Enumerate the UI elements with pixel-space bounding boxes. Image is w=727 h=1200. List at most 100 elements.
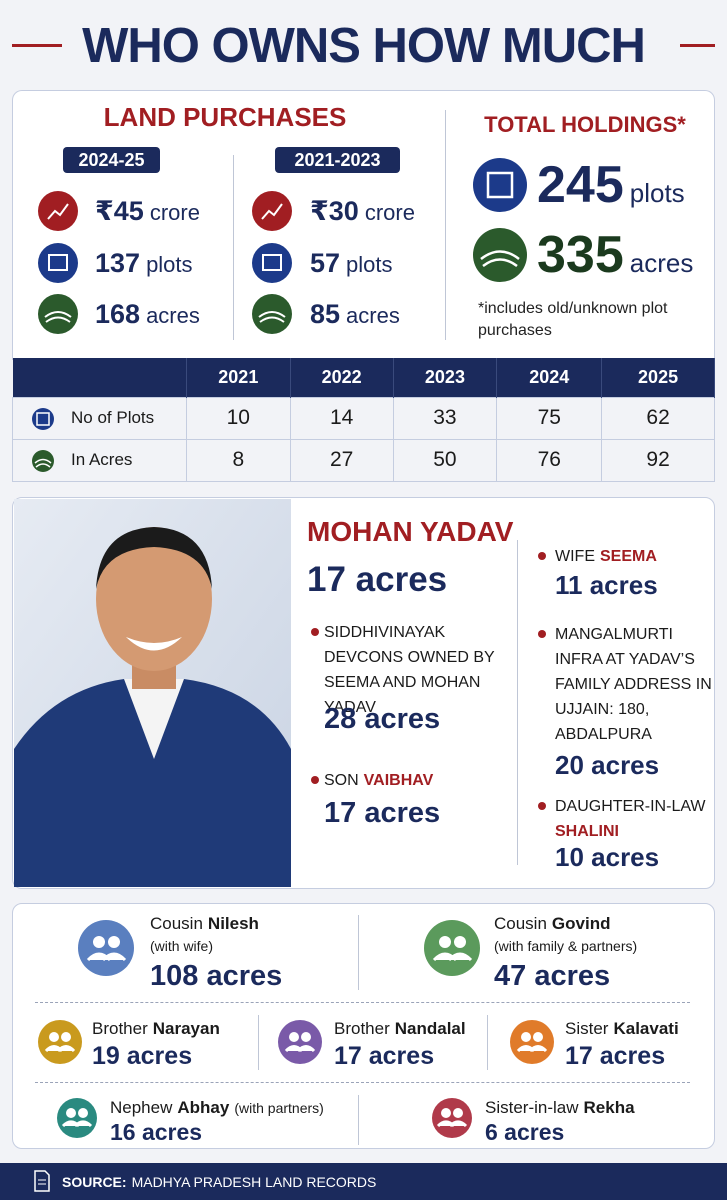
people-icon: [78, 920, 134, 976]
relative-holding: 6 acres: [485, 1119, 565, 1145]
entity-holding: 17 acres: [324, 797, 441, 829]
relation: Brother: [92, 1019, 148, 1038]
relation: Cousin: [494, 914, 547, 933]
relative-holding: 17 acres: [565, 1042, 666, 1070]
people-icon: [432, 1098, 472, 1138]
relative-holding: 19 acres: [92, 1042, 193, 1070]
relative-label: Nephew Abhay (with partners): [110, 1098, 324, 1118]
relation: Nephew: [110, 1098, 173, 1117]
row-label-text: In Acres: [71, 450, 133, 469]
relative-holding: 47 acres: [494, 960, 611, 992]
plot-icon: [473, 158, 527, 212]
stat-value: 85: [310, 299, 341, 329]
purchase-stat: 57 plots: [310, 248, 393, 279]
purchase-stat: 137 plots: [95, 248, 193, 279]
relative-holding: 17 acres: [334, 1042, 435, 1070]
bullet: [538, 552, 546, 560]
source-line: SOURCE: MADHYA PRADESH LAND RECORDS: [62, 1174, 376, 1190]
acre-icon: [473, 228, 527, 282]
stat-unit: plots: [346, 252, 393, 277]
table-cell: 62: [601, 396, 715, 440]
entity-holding: 10 acres: [555, 842, 660, 872]
relative-label: Sister Kalavati: [565, 1019, 679, 1039]
period-label: 2024-25: [63, 147, 160, 173]
relative-note: (with partners): [234, 1100, 324, 1116]
person-name: MOHAN YADAV: [307, 516, 514, 547]
document-icon: [34, 1170, 50, 1192]
table-cell: 50: [392, 438, 498, 482]
relative-name: Rekha: [583, 1098, 635, 1117]
relative-name: SHALINI: [555, 823, 619, 840]
separator: [35, 1002, 690, 1003]
relation: DAUGHTER-IN-LAW: [555, 798, 706, 815]
row-label: No of Plots: [12, 396, 187, 440]
relative-name: SEEMA: [600, 548, 657, 565]
relative-name: VAIBHAV: [363, 772, 434, 789]
relation: Sister: [565, 1019, 609, 1038]
relative-label: Sister-in-law Rekha: [485, 1098, 635, 1118]
divider: [258, 1015, 259, 1070]
relative-name: Nilesh: [207, 914, 259, 933]
relative-name: Abhay: [177, 1098, 230, 1117]
row-label: In Acres: [12, 438, 187, 482]
stat-value: 57: [310, 248, 341, 278]
entity-holding: 28 acres: [324, 703, 441, 735]
people-icon: [424, 920, 480, 976]
stat-value: ₹30: [310, 196, 359, 226]
money-icon: [252, 191, 292, 231]
table-header: 2021 2022 2023 2024 2025: [12, 358, 715, 397]
stat-unit: plots: [146, 252, 193, 277]
bullet: [538, 802, 546, 810]
stat-unit: acres: [346, 303, 400, 328]
people-icon: [57, 1098, 97, 1138]
relation: Brother: [334, 1019, 390, 1038]
stat-value: 168: [95, 299, 141, 329]
entity-label: MANGALMURTI INFRA AT YADAV’S FAMILY ADDR…: [555, 626, 712, 743]
plot-icon: [252, 243, 292, 283]
header-cell: 2022: [290, 358, 394, 397]
purchase-stat: ₹45 crore: [95, 196, 200, 227]
stat-unit: crore: [364, 200, 415, 225]
relative-label: Brother Nandalal: [334, 1019, 466, 1039]
title-rule: [12, 44, 62, 47]
relation: Sister-in-law: [485, 1098, 579, 1117]
purchase-icons: [38, 158, 527, 334]
stat-value: 137: [95, 248, 141, 278]
table-cell: 27: [289, 438, 394, 482]
period-label: 2021-2023: [275, 147, 400, 173]
acre-icon: [252, 294, 292, 334]
stat-value: ₹45: [95, 196, 144, 226]
bullet: [311, 776, 319, 784]
total-stat: 335 acres: [537, 225, 693, 285]
stat-value: 245: [537, 156, 624, 214]
money-icon: [38, 191, 78, 231]
section-title: TOTAL HOLDINGS*: [484, 112, 686, 137]
entity-label: SON VAIBHAV: [324, 768, 433, 793]
purchase-stat: 168 acres: [95, 299, 200, 330]
purchases-panel: [12, 90, 715, 360]
relative-note: (with wife): [150, 938, 214, 954]
relation: WIFE: [555, 548, 595, 565]
stat-value: 335: [537, 226, 624, 284]
header-cell: 2025: [601, 358, 715, 397]
plot-icon: [32, 407, 54, 430]
header-cell: 2023: [393, 358, 498, 397]
divider: [358, 1095, 359, 1145]
entity-holding: 20 acres: [555, 750, 660, 780]
people-icon: [38, 1020, 82, 1064]
relative-label: Brother Narayan: [92, 1019, 220, 1039]
row-label-text: No of Plots: [71, 408, 155, 427]
relative-note: (with family & partners): [494, 938, 638, 954]
page-title: WHO OWNS HOW MUCH: [82, 19, 646, 73]
divider: [517, 540, 518, 865]
stat-unit: acres: [629, 248, 694, 278]
total-stat: 245 plots: [537, 155, 685, 215]
entity-label: DAUGHTER-IN-LAW SHALINI: [555, 794, 720, 844]
relative-holding: 16 acres: [110, 1119, 203, 1145]
person-holding: 17 acres: [307, 560, 448, 599]
bullet: [311, 628, 319, 636]
relative-holding: 108 acres: [150, 960, 283, 992]
relative-name: Govind: [551, 914, 611, 933]
purchase-stat: 85 acres: [310, 299, 400, 330]
